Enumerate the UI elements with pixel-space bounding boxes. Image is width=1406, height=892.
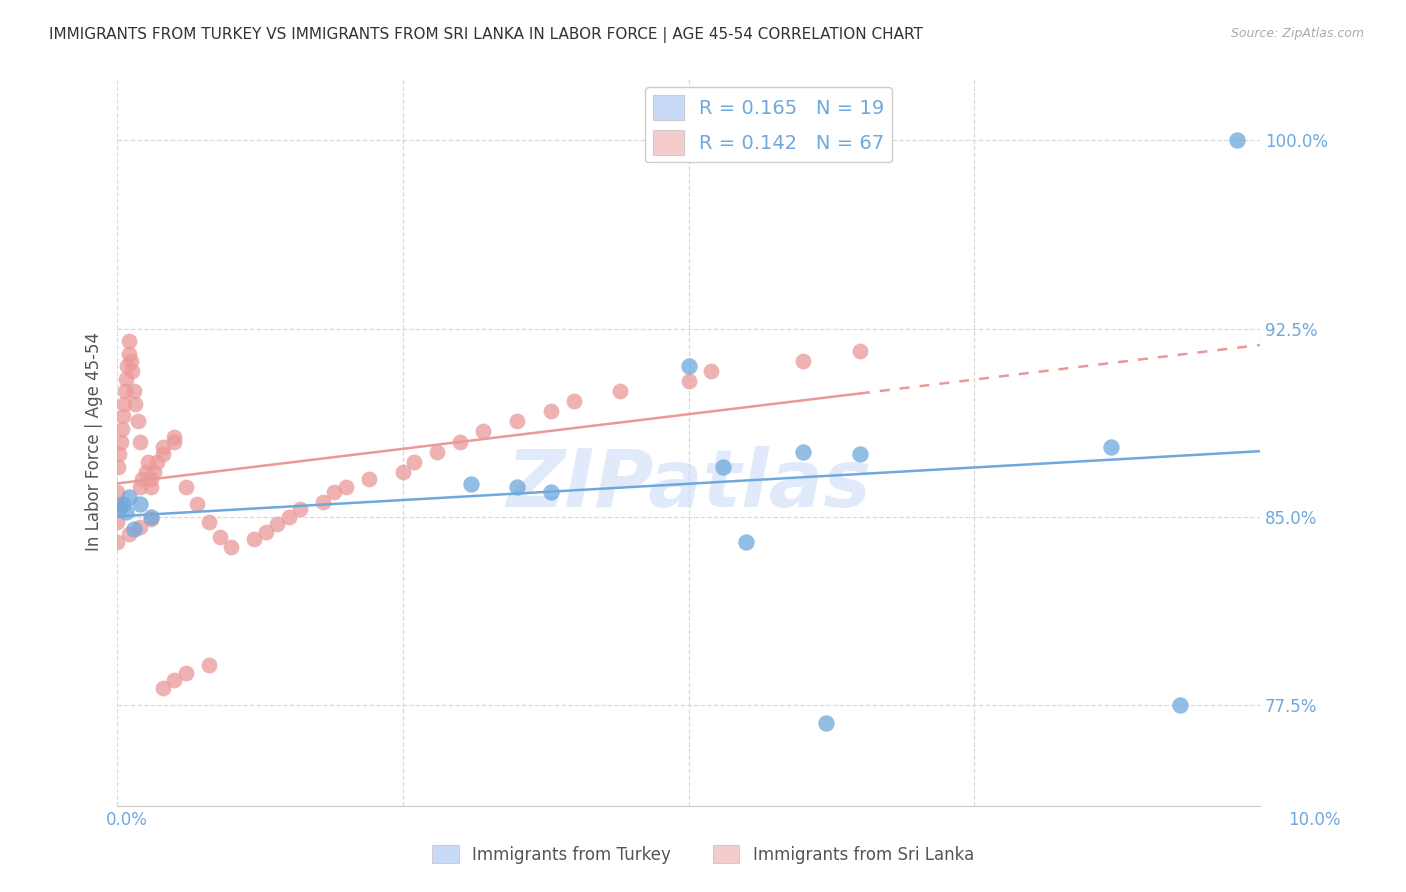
Text: 10.0%: 10.0% [1288, 811, 1341, 829]
Point [141, 480, 163, 494]
Point [288, 502, 311, 516]
Point [266, 517, 288, 532]
Point [174, 480, 197, 494]
Point [131, 472, 153, 486]
Point [849, 344, 872, 359]
Point [114, 384, 136, 399]
Point [152, 681, 174, 695]
Point [1168, 698, 1191, 713]
Point [254, 524, 277, 539]
Point [174, 665, 197, 680]
Point [152, 440, 174, 454]
Point [460, 477, 482, 491]
Point [127, 414, 149, 428]
Point [208, 530, 231, 544]
Point [734, 535, 756, 549]
Point [111, 409, 134, 424]
Point [197, 515, 219, 529]
Point [129, 480, 152, 494]
Point [1099, 440, 1122, 454]
Point [849, 447, 872, 461]
Point [115, 505, 138, 519]
Point [221, 540, 243, 554]
Point [108, 502, 131, 516]
Point [814, 715, 837, 730]
Point [115, 372, 138, 386]
Point [711, 459, 734, 474]
Text: 0.0%: 0.0% [105, 811, 148, 829]
Point [335, 480, 357, 494]
Point [141, 472, 163, 486]
Point [141, 509, 163, 524]
Y-axis label: In Labor Force | Age 45-54: In Labor Force | Age 45-54 [86, 332, 103, 551]
Point [124, 523, 146, 537]
Point [700, 364, 723, 378]
Text: ZIPatlas: ZIPatlas [506, 446, 872, 524]
Point [135, 465, 157, 479]
Point [792, 444, 814, 458]
Point [108, 447, 131, 461]
Point [323, 484, 346, 499]
Point [141, 512, 163, 526]
Point [129, 497, 152, 511]
Point [117, 334, 139, 348]
Point [404, 455, 426, 469]
Legend: R = 0.165   N = 19, R = 0.142   N = 67: R = 0.165 N = 19, R = 0.142 N = 67 [645, 87, 893, 162]
Point [506, 414, 529, 428]
Point [111, 422, 134, 436]
Point [105, 497, 128, 511]
Point [678, 359, 700, 374]
Point [110, 434, 132, 449]
Point [117, 527, 139, 541]
Point [678, 374, 700, 388]
Point [1226, 133, 1249, 147]
Point [129, 434, 152, 449]
Point [121, 364, 143, 378]
Point [506, 480, 529, 494]
Point [152, 447, 174, 461]
Point [117, 490, 139, 504]
Point [243, 533, 266, 547]
Point [471, 425, 494, 439]
Point [609, 384, 631, 399]
Point [117, 359, 139, 374]
Point [124, 384, 146, 399]
Point [449, 434, 471, 449]
Point [540, 404, 562, 418]
Point [142, 465, 165, 479]
Point [163, 673, 186, 687]
Point [163, 434, 186, 449]
Point [562, 394, 585, 409]
Point [111, 497, 134, 511]
Point [392, 465, 415, 479]
Point [426, 444, 449, 458]
Point [197, 658, 219, 673]
Point [277, 509, 299, 524]
Point [120, 354, 142, 368]
Point [124, 397, 146, 411]
Point [129, 520, 152, 534]
Point [312, 495, 335, 509]
Point [105, 515, 128, 529]
Point [146, 455, 169, 469]
Legend: Immigrants from Turkey, Immigrants from Sri Lanka: Immigrants from Turkey, Immigrants from … [426, 838, 980, 871]
Text: Source: ZipAtlas.com: Source: ZipAtlas.com [1230, 27, 1364, 40]
Point [792, 354, 814, 368]
Point [105, 535, 128, 549]
Point [540, 484, 562, 499]
Point [357, 472, 380, 486]
Point [117, 346, 139, 360]
Point [186, 497, 208, 511]
Point [163, 429, 186, 443]
Point [105, 484, 128, 499]
Text: IMMIGRANTS FROM TURKEY VS IMMIGRANTS FROM SRI LANKA IN LABOR FORCE | AGE 45-54 C: IMMIGRANTS FROM TURKEY VS IMMIGRANTS FRO… [49, 27, 924, 43]
Point [107, 459, 129, 474]
Point [112, 397, 135, 411]
Point [136, 455, 159, 469]
